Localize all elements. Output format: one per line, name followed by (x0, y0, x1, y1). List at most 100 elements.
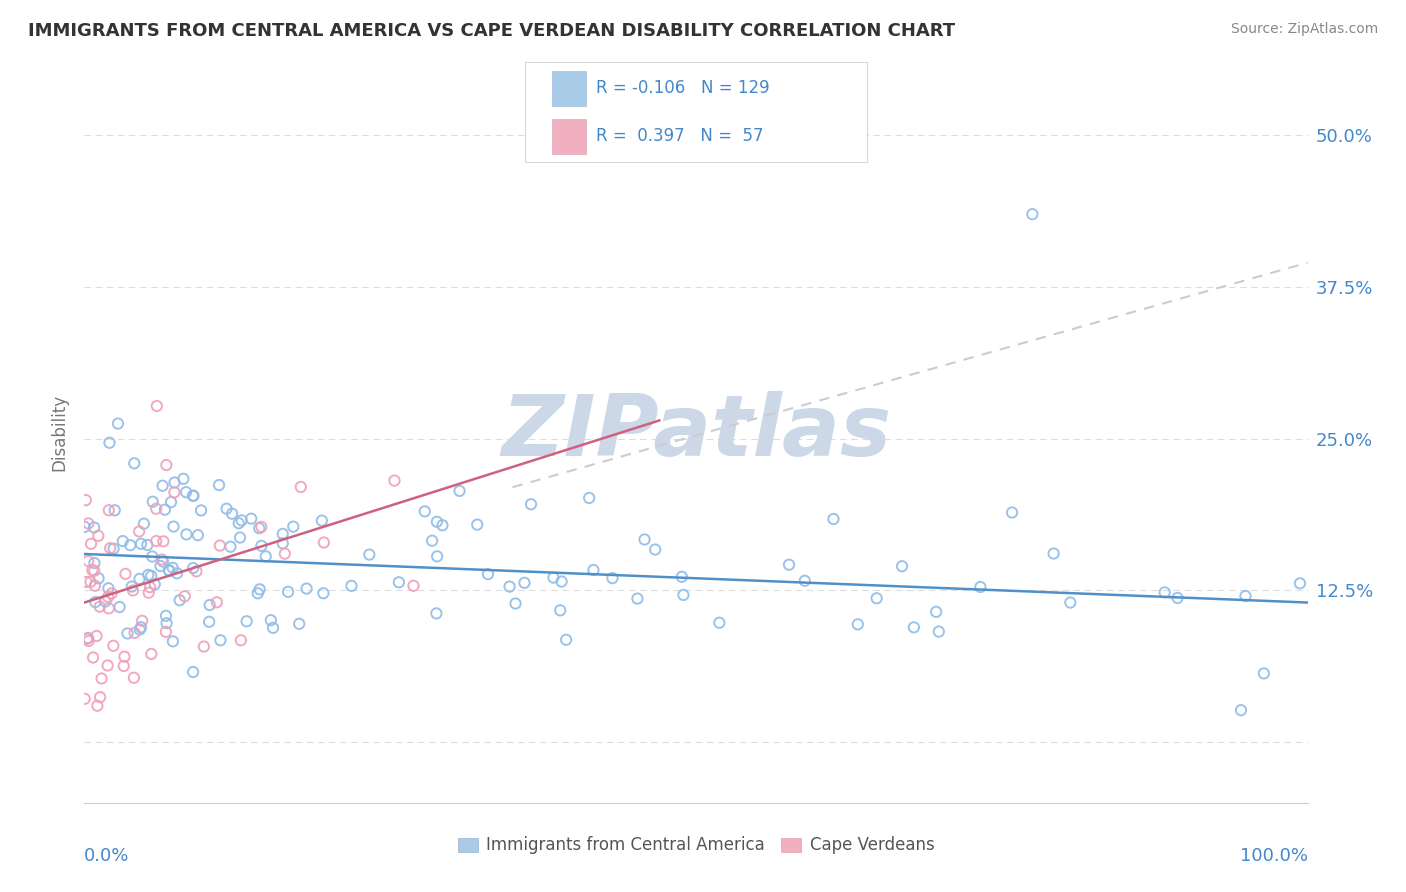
Point (181, 561, 204, 575)
Point (111, 534, 134, 549)
Point (129, 620, 152, 634)
Point (90, 672, 112, 686)
Point (277, 584, 299, 599)
Point (155, 616, 177, 631)
FancyBboxPatch shape (524, 62, 868, 162)
Point (190, 503, 212, 517)
Point (136, 538, 159, 552)
Point (143, 577, 166, 591)
Y-axis label: Disability: Disability (51, 394, 69, 471)
Point (104, 503, 127, 517)
Point (1289, 576, 1312, 591)
Point (152, 479, 174, 493)
Point (229, 531, 252, 545)
Point (240, 511, 263, 525)
Point (117, 626, 139, 640)
Point (432, 518, 454, 533)
Point (97, 601, 120, 615)
Point (176, 527, 198, 541)
Point (312, 586, 335, 600)
Point (174, 485, 197, 500)
Point (246, 586, 269, 600)
Point (181, 489, 204, 503)
Point (132, 516, 155, 531)
Point (100, 586, 122, 600)
Point (172, 472, 194, 486)
Point (160, 495, 183, 509)
Point (77, 554, 100, 568)
Point (107, 417, 129, 431)
Point (425, 607, 447, 621)
Point (75, 493, 97, 508)
Point (97, 590, 120, 604)
Point (388, 575, 411, 590)
Point (183, 489, 205, 503)
Point (121, 580, 143, 594)
Point (550, 574, 572, 589)
Point (114, 566, 136, 581)
Point (866, 591, 889, 606)
Text: R = -0.106   N = 129: R = -0.106 N = 129 (596, 79, 769, 97)
Point (139, 580, 162, 594)
Point (73, 520, 96, 534)
Point (141, 647, 163, 661)
Point (97, 658, 120, 673)
Point (1167, 591, 1189, 605)
Point (193, 640, 215, 654)
Point (449, 483, 471, 498)
Point (89, 599, 111, 614)
Point (108, 600, 131, 615)
Point (578, 491, 600, 505)
Point (149, 559, 172, 574)
Point (112, 659, 135, 673)
Point (420, 533, 443, 548)
Point (114, 649, 136, 664)
Point (498, 580, 520, 594)
Point (122, 456, 145, 470)
Point (903, 620, 925, 634)
Point (426, 515, 449, 529)
Point (77, 633, 100, 648)
Point (928, 624, 950, 639)
Point (120, 538, 142, 552)
Point (229, 633, 252, 648)
Point (82, 563, 104, 577)
Point (157, 563, 180, 577)
Point (128, 524, 150, 539)
Point (162, 634, 184, 648)
Point (247, 521, 270, 535)
Point (141, 549, 163, 564)
Point (97, 582, 120, 596)
Point (86, 629, 108, 643)
Point (543, 570, 565, 584)
Point (221, 507, 243, 521)
Point (295, 582, 318, 596)
Point (250, 520, 273, 534)
Point (1001, 506, 1024, 520)
Point (145, 534, 167, 549)
Point (260, 613, 283, 627)
Point (402, 579, 425, 593)
Point (122, 671, 145, 685)
Point (186, 565, 208, 579)
Point (97, 503, 120, 517)
Point (513, 575, 536, 590)
Point (644, 542, 666, 557)
Point (75, 574, 97, 589)
Point (1042, 547, 1064, 561)
Point (271, 527, 294, 541)
Point (129, 537, 152, 551)
Point (215, 501, 238, 516)
Point (219, 540, 242, 554)
Point (83, 556, 105, 570)
Point (150, 552, 173, 566)
Point (131, 614, 153, 628)
Point (288, 616, 311, 631)
Point (157, 564, 180, 578)
Point (163, 485, 186, 500)
Point (271, 536, 294, 550)
Text: Source: ZipAtlas.com: Source: ZipAtlas.com (1230, 22, 1378, 37)
Point (84, 595, 107, 609)
Point (582, 563, 605, 577)
Point (426, 549, 449, 564)
